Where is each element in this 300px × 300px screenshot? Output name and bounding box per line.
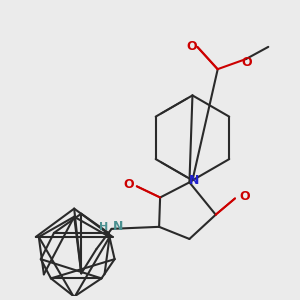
Text: H: H [99, 222, 108, 232]
Text: O: O [242, 56, 252, 68]
Text: O: O [124, 178, 134, 191]
Text: N: N [112, 220, 123, 233]
Text: O: O [240, 190, 250, 203]
Text: O: O [186, 40, 197, 53]
Text: N: N [189, 174, 200, 187]
